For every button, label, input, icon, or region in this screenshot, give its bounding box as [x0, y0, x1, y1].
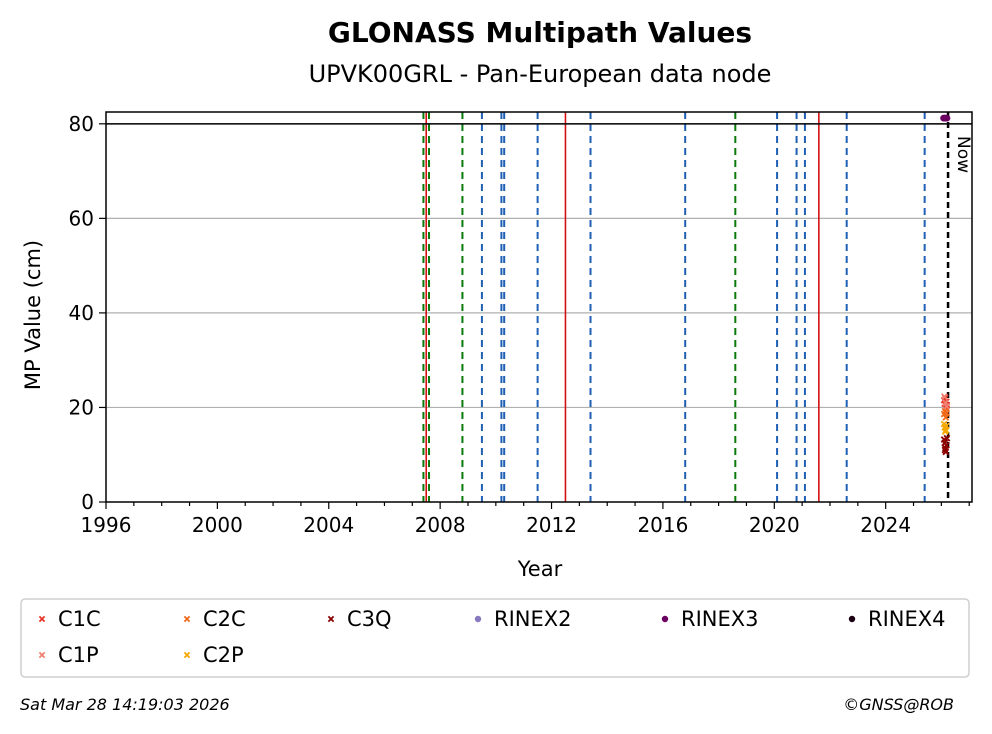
legend-marker-rinex2: [474, 615, 482, 623]
y-tick-label-20: 20: [69, 395, 94, 419]
legend-label-c1c: C1C: [58, 607, 101, 631]
chart-title: GLONASS Multipath Values: [328, 16, 752, 49]
y-tick-label-0: 0: [81, 490, 94, 514]
legend: C1C C2C C3Q RINEX2 RINEX3 RINEX4 C1P C2P: [38, 607, 946, 667]
legend-item-c1p: C1P: [38, 643, 99, 667]
y-tick-label-40: 40: [69, 301, 94, 325]
now-label: Now: [953, 136, 973, 173]
axes: 1996 2000 2004 2008 2012 2016 2020 2024 0 20 40 60 8…: [69, 111, 973, 537]
point-c3q-6: [941, 446, 949, 454]
point-rinex3-4: [943, 114, 951, 122]
point-c2p-4: [942, 422, 950, 430]
legend-box: [20, 598, 970, 678]
y-axis-label: MP Value (cm): [21, 240, 45, 390]
x-tick-label-2008: 2008: [415, 513, 466, 537]
legend-label-c3q: C3Q: [347, 607, 392, 631]
legend-item-c2c: C2C: [183, 607, 246, 631]
x-tick-label-2024: 2024: [860, 513, 911, 537]
legend-marker-c2c: [183, 615, 191, 623]
legend-item-c2p: C2P: [183, 643, 244, 667]
legend-item-c1c: C1C: [38, 607, 101, 631]
legend-marker-c1c: [38, 615, 46, 623]
legend-item-c3q: C3Q: [327, 607, 392, 631]
x-tick-label-2004: 2004: [303, 513, 354, 537]
legend-marker-rinex4: [848, 615, 856, 623]
legend-item-rinex4: RINEX4: [848, 607, 946, 631]
point-c1p-0: [940, 393, 948, 401]
plot-frame: [105, 111, 973, 503]
footer-credit: ©GNSS@ROB: [843, 695, 954, 714]
x-axis-label: Year: [517, 557, 563, 581]
legend-marker-c3q: [327, 615, 335, 623]
data-points: [940, 114, 951, 456]
y-tick-label-60: 60: [69, 206, 94, 230]
event-lines: Now: [106, 112, 973, 502]
y-tick-label-80: 80: [69, 112, 94, 136]
grid-layer: [106, 123, 972, 409]
legend-label-rinex2: RINEX2: [494, 607, 572, 631]
point-c1p-2: [943, 403, 951, 410]
x-tick-label-2012: 2012: [526, 513, 577, 537]
point-c3q-5: [943, 434, 951, 442]
legend-marker-c2p: [183, 651, 191, 659]
legend-marker-c1p: [38, 651, 46, 659]
legend-item-rinex3: RINEX3: [661, 607, 759, 631]
legend-marker-rinex3: [661, 615, 669, 623]
chart-subtitle: UPVK00GRL - Pan-European data node: [309, 60, 772, 88]
x-tick-label-2016: 2016: [637, 513, 688, 537]
x-tick-label-1996: 1996: [81, 513, 132, 537]
point-c2c-3: [943, 409, 951, 417]
x-tick-label-2000: 2000: [192, 513, 243, 537]
footer-timestamp: Sat Mar 28 14:19:03 2026: [20, 695, 230, 714]
legend-label-c2p: C2P: [203, 643, 244, 667]
legend-label-rinex4: RINEX4: [868, 607, 946, 631]
legend-label-rinex3: RINEX3: [681, 607, 759, 631]
point-c3q-4: [942, 441, 950, 449]
legend-label-c1p: C1P: [58, 643, 99, 667]
x-tick-label-2020: 2020: [749, 513, 800, 537]
legend-label-c2c: C2C: [203, 607, 246, 631]
legend-item-rinex2: RINEX2: [474, 607, 572, 631]
